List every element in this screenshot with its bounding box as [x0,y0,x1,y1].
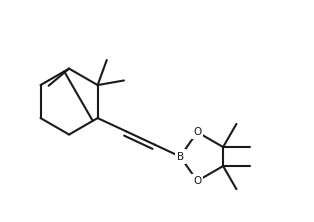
Text: O: O [193,127,201,137]
Text: B: B [176,152,184,162]
Text: O: O [193,176,201,186]
